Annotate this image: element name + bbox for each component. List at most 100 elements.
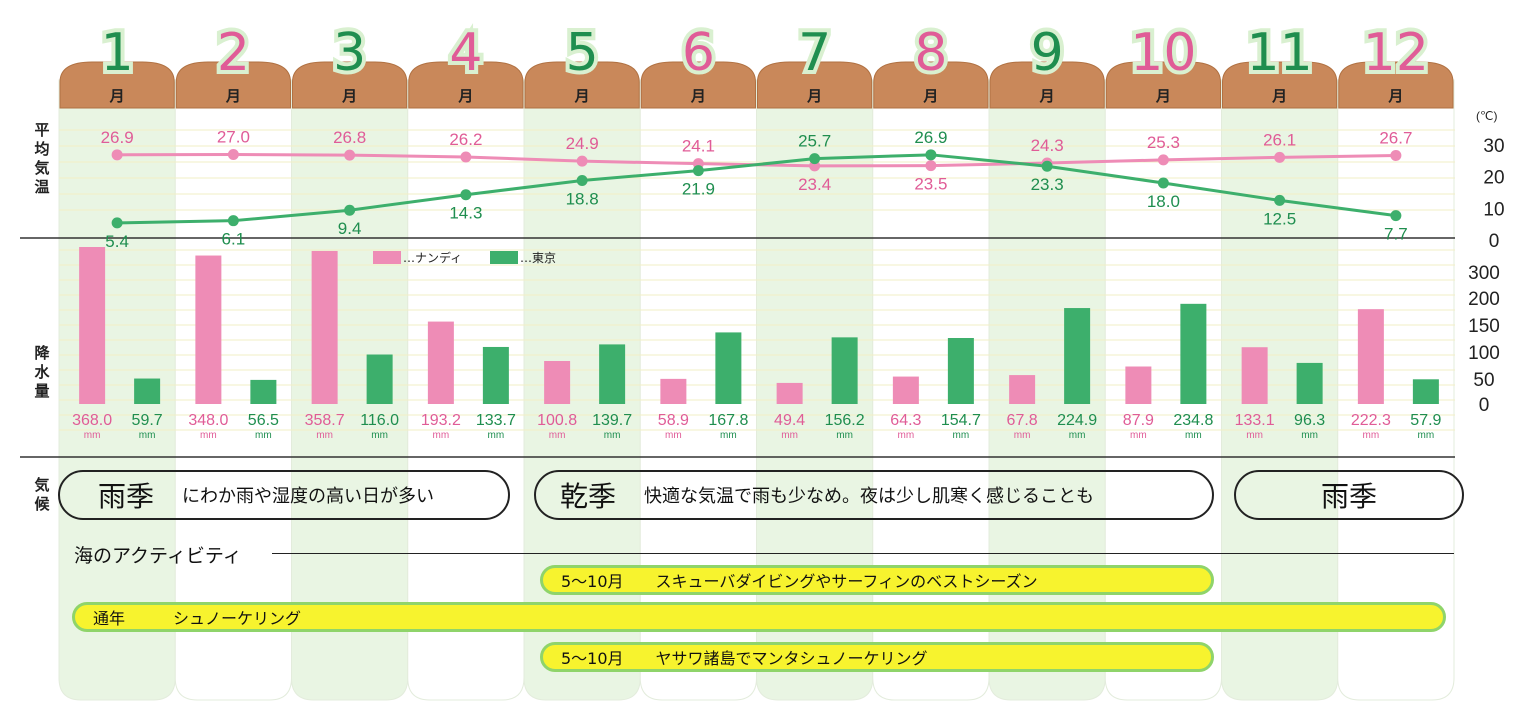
rainfall-unit-label: mm	[1246, 430, 1263, 441]
temperature-point	[344, 149, 356, 161]
rainfall-value-label: 67.8	[1007, 412, 1038, 429]
temperature-axis-label: 均	[34, 140, 49, 158]
rainfall-unit-label: mm	[549, 430, 566, 441]
rainfall-unit-label: mm	[1185, 430, 1202, 441]
month-header-cap	[524, 61, 640, 109]
temperature-value-label: 25.7	[798, 132, 831, 151]
temperature-point	[460, 151, 472, 163]
temperature-value-label: 5.4	[105, 232, 129, 251]
rainfall-tick: 100	[1468, 343, 1500, 364]
temperature-point	[227, 215, 239, 227]
rainfall-bar-nandi	[776, 382, 803, 404]
rainfall-value-label: 116.0	[360, 412, 399, 429]
month-unit-label: 月	[922, 87, 938, 105]
temperature-tick: 10	[1483, 199, 1504, 220]
month-number: 3	[333, 23, 366, 83]
rainfall-bar-nandi	[660, 378, 687, 404]
month-number: 6	[682, 23, 715, 83]
rainfall-tick: 200	[1468, 289, 1500, 310]
rainfall-bar-nandi	[544, 360, 571, 404]
month-unit-label: 月	[690, 87, 706, 105]
temperature-axis-label: 平	[34, 121, 49, 139]
month-unit-label: 月	[1155, 87, 1171, 105]
rainfall-value-label: 64.3	[890, 412, 921, 429]
rainfall-bar-tokyo	[947, 338, 974, 404]
climate-dry-label: 乾季	[560, 480, 617, 513]
temperature-value-label: 26.9	[101, 128, 134, 147]
legend-label-nandi: …ナンディ	[403, 250, 462, 265]
climate-dry-season: 乾季 快適な気温で雨も少なめ。夜は少し肌寒く感じることも	[534, 470, 1214, 520]
rainfall-value-label: 56.5	[248, 412, 279, 429]
temperature-point	[111, 217, 123, 229]
activity-period: 5〜10月	[561, 649, 624, 668]
month-column	[291, 79, 409, 701]
rainfall-axis-label: 水	[34, 363, 50, 381]
temperature-point	[1274, 151, 1286, 163]
rainfall-unit-label: mm	[139, 430, 156, 441]
month-column	[174, 79, 292, 701]
month-number: 2	[217, 23, 250, 83]
rainfall-value-label: 59.7	[132, 412, 163, 429]
activity-period: 通年	[93, 609, 126, 628]
month-column	[1337, 79, 1455, 701]
activity-text: ヤサワ諸島でマンタシュノーケリング	[655, 649, 928, 668]
month-column	[872, 79, 990, 701]
month-number: 12	[1363, 23, 1429, 83]
temperature-point	[344, 204, 356, 216]
rainfall-axis-label: 降	[34, 344, 50, 362]
month-number: 7	[798, 23, 831, 83]
month-number: 11	[1247, 23, 1313, 83]
activity-period: 5〜10月	[561, 572, 624, 591]
month-header-cap	[1338, 61, 1454, 109]
rainfall-bar-tokyo	[1180, 303, 1207, 404]
month-unit-label: 月	[1271, 87, 1287, 105]
temperature-value-label: 6.1	[222, 230, 246, 249]
climate-row-label: 候	[34, 495, 50, 513]
temperature-point	[692, 165, 704, 177]
rainfall-unit-label: mm	[953, 430, 970, 441]
rainfall-bar-tokyo	[482, 346, 509, 404]
rainfall-unit-label: mm	[1130, 430, 1147, 441]
temperature-point	[925, 160, 937, 172]
rainfall-value-label: 156.2	[825, 412, 865, 429]
month-unit-label: 月	[225, 87, 241, 105]
activity-diving-surfing: 5〜10月 スキューバダイビングやサーフィンのベストシーズン	[540, 565, 1214, 595]
rainfall-value-label: 57.9	[1410, 412, 1441, 429]
month-number: 4	[449, 23, 482, 83]
month-unit-label: 月	[1039, 87, 1055, 105]
rainfall-value-label: 96.3	[1294, 412, 1325, 429]
temperature-point	[1041, 160, 1053, 172]
rainfall-unit-label: mm	[200, 430, 217, 441]
activity-snorkeling: 通年 シュノーケリング	[72, 602, 1446, 632]
rainfall-unit-label: mm	[316, 430, 333, 441]
rainfall-tick: 150	[1468, 316, 1500, 337]
legend-swatch-nandi	[373, 251, 401, 264]
month-number: 5	[566, 23, 599, 83]
rainfall-unit-label: mm	[836, 430, 853, 441]
rainfall-axis-label: 量	[34, 382, 49, 400]
rainfall-bar-nandi	[1241, 347, 1268, 404]
temperature-value-label: 27.0	[217, 128, 250, 147]
temperature-value-label: 21.9	[682, 180, 715, 199]
temperature-value-label: 26.8	[333, 128, 366, 147]
rainfall-unit-label: mm	[720, 430, 737, 441]
month-column	[1104, 79, 1222, 701]
rainfall-bar-nandi	[195, 255, 222, 404]
temperature-value-label: 14.3	[449, 204, 482, 223]
month-header-cap	[292, 61, 408, 109]
rainfall-unit-label: mm	[665, 430, 682, 441]
temperature-value-label: 25.3	[1147, 133, 1180, 152]
temperature-value-label: 23.3	[1031, 175, 1064, 194]
activity-text: シュノーケリング	[173, 609, 302, 628]
month-column	[1221, 79, 1339, 701]
temperature-value-label: 26.2	[449, 130, 482, 149]
temperature-value-label: 24.9	[566, 134, 599, 153]
activities-title: 海のアクティビティ	[74, 545, 242, 567]
activity-manta-snorkeling: 5〜10月 ヤサワ諸島でマンタシュノーケリング	[540, 642, 1214, 672]
temperature-point	[111, 149, 123, 161]
temperature-tick: 30	[1483, 136, 1504, 157]
rainfall-value-label: 58.9	[658, 412, 689, 429]
rainfall-value-label: 167.8	[708, 412, 748, 429]
rainfall-value-label: 224.9	[1057, 412, 1097, 429]
rainfall-unit-label: mm	[371, 430, 388, 441]
